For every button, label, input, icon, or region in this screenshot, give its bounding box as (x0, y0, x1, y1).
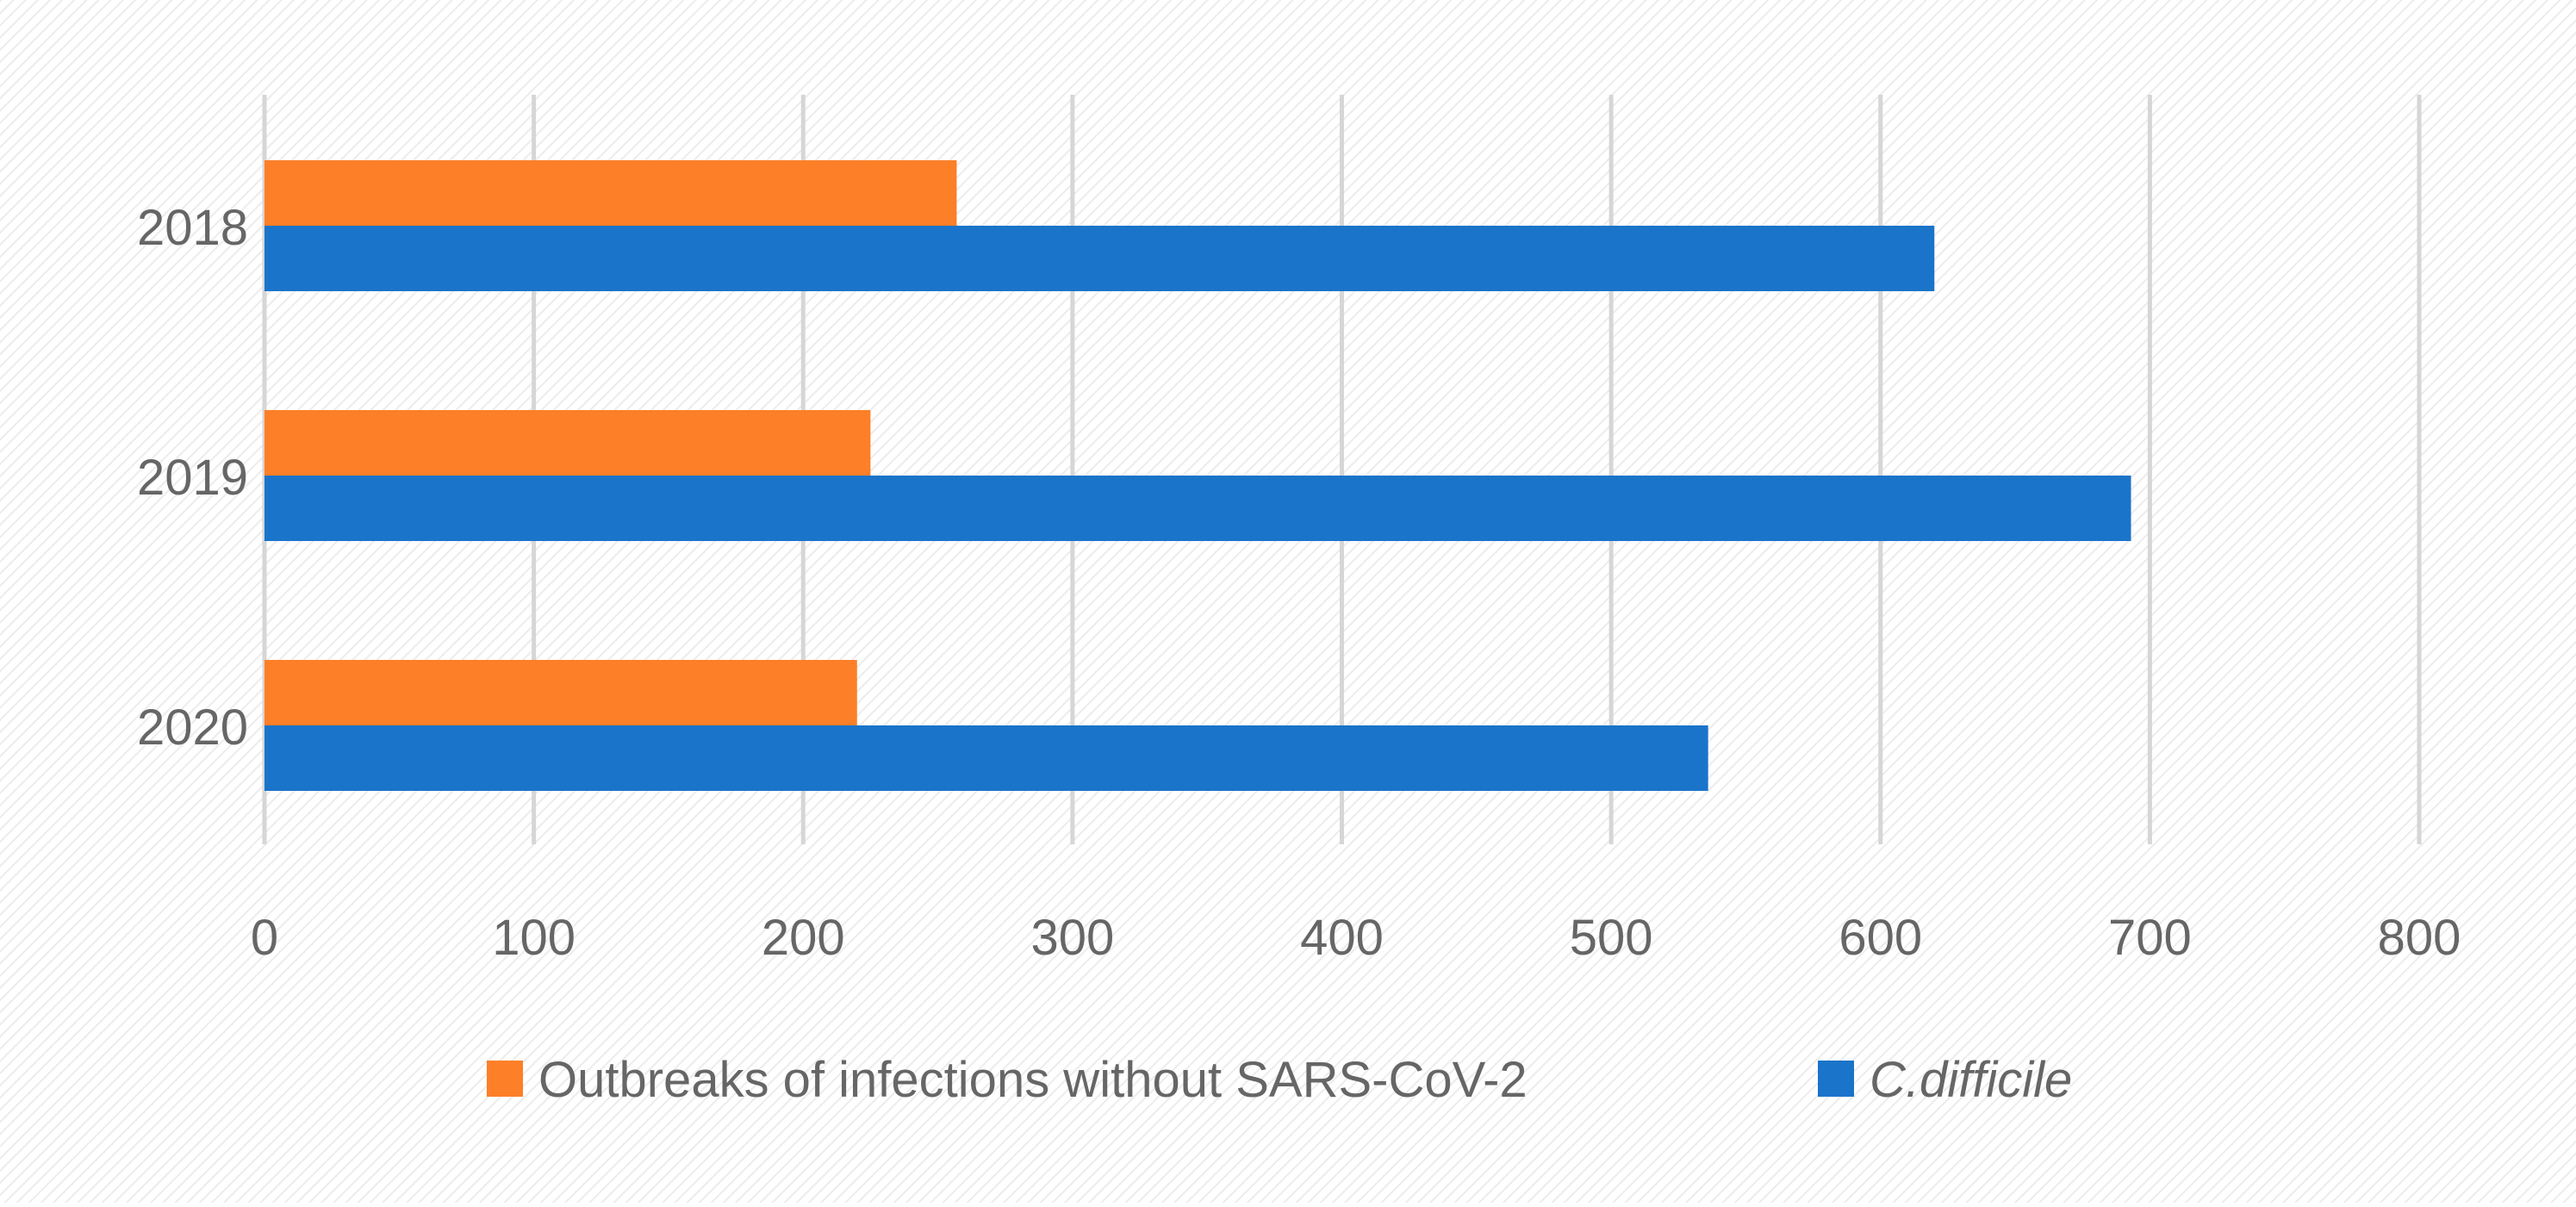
legend-label-c-difficile: C.difficile (1870, 1052, 2072, 1108)
x-tick-label: 600 (1839, 910, 1922, 966)
legend-swatch-c-difficile (1818, 1061, 1854, 1097)
x-tick-labels: 0 100 200 300 400 500 600 700 800 (251, 910, 2461, 966)
bar-outbreaks (264, 160, 957, 226)
legend-label-outbreaks: Outbreaks of infections without SARS-CoV… (538, 1052, 1528, 1108)
bar-outbreaks (264, 410, 871, 476)
bar-outbreaks (264, 660, 857, 725)
x-tick-label: 100 (492, 910, 576, 966)
x-tick-label: 200 (762, 910, 845, 966)
x-tick-label: 300 (1030, 910, 1114, 966)
x-tick-label: 500 (1570, 910, 1653, 966)
y-tick-label: 2020 (137, 700, 248, 756)
bar-c-difficile (264, 226, 1935, 291)
bars (264, 160, 2131, 791)
legend-swatch-outbreaks (487, 1061, 523, 1097)
y-tick-label: 2019 (137, 450, 248, 506)
legend: Outbreaks of infections without SARS-CoV… (487, 1052, 2072, 1108)
x-tick-label: 700 (2108, 910, 2192, 966)
bar-c-difficile (264, 725, 1708, 791)
x-tick-label: 800 (2378, 910, 2461, 966)
bar-c-difficile (264, 476, 2131, 541)
x-tick-label: 0 (251, 910, 278, 966)
y-tick-label: 2018 (137, 200, 248, 256)
y-tick-labels: 2018 2019 2020 (137, 200, 248, 756)
x-tick-label: 400 (1300, 910, 1384, 966)
